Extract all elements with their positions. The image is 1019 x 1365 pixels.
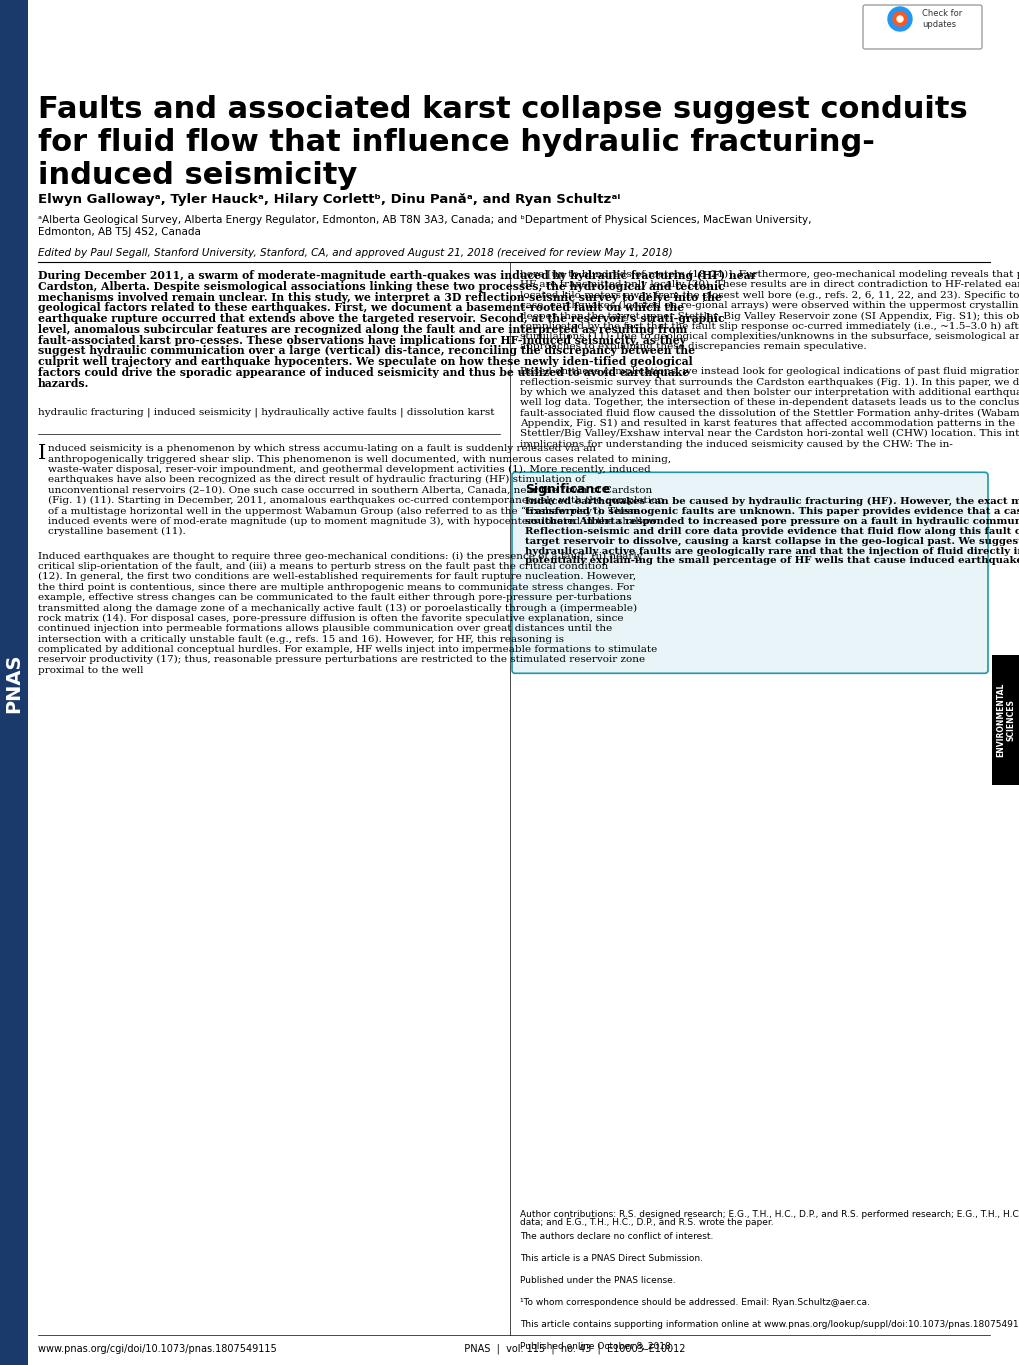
FancyBboxPatch shape	[862, 5, 981, 49]
Text: hydraulic fracturing | induced seismicity | hydraulically active faults | dissol: hydraulic fracturing | induced seismicit…	[38, 407, 494, 416]
Text: induced seismicity: induced seismicity	[38, 161, 357, 190]
Text: nduced seismicity is a phenomenon by which stress accumu-lating on a fault is su: nduced seismicity is a phenomenon by whi…	[48, 444, 595, 453]
Text: Stettler/Big Valley/Exshaw interval near the Cardston hori-zontal well (CHW) loc: Stettler/Big Valley/Exshaw interval near…	[520, 429, 1019, 438]
Text: stimulations (11). Due to geological complexities/unknowns in the subsurface, se: stimulations (11). Due to geological com…	[520, 332, 1019, 341]
Text: www.pnas.org/cgi/doi/10.1073/pnas.1807549115                                    : www.pnas.org/cgi/doi/10.1073/pnas.180754…	[38, 1343, 685, 1354]
Text: by which we analyzed this dataset and then bolster our interpretation with addit: by which we analyzed this dataset and th…	[520, 388, 1019, 397]
Text: for fluid flow that influence hydraulic fracturing-: for fluid flow that influence hydraulic …	[38, 128, 874, 157]
Text: proximal to the well: proximal to the well	[38, 666, 144, 674]
Text: mechanisms involved remain unclear. In this study, we interpret a 3D reflection-: mechanisms involved remain unclear. In t…	[38, 292, 721, 303]
Text: transferred to seismogenic faults are unknown. This paper provides evidence that: transferred to seismogenic faults are un…	[525, 508, 1019, 516]
Text: fault-associated karst pro-cesses. These observations have implications for HF-i: fault-associated karst pro-cesses. These…	[38, 334, 686, 345]
Circle shape	[888, 7, 911, 31]
Text: suggest hydraulic communication over a large (vertical) dis-tance, reconciling t: suggest hydraulic communication over a l…	[38, 345, 694, 356]
Text: This article is a PNAS Direct Submission.: This article is a PNAS Direct Submission…	[520, 1254, 702, 1263]
Text: culprit well trajectory and earthquake hypocenters. We speculate on how these ne: culprit well trajectory and earthquake h…	[38, 356, 692, 367]
Text: induced events were of mod-erate magnitude (up to moment magnitude 3), with hypo: induced events were of mod-erate magnitu…	[48, 516, 656, 526]
Text: well log data. Together, the intersection of these in-dependent datasets leads u: well log data. Together, the intersectio…	[520, 399, 1019, 407]
Text: hydraulically active faults are geologically rare and that the injection of flui: hydraulically active faults are geologic…	[525, 546, 1019, 556]
Text: deeper than the target upper Stettler–Big Valley Reservoir zone (SI Appendix, Fi: deeper than the target upper Stettler–Bi…	[520, 311, 1019, 321]
Text: rock matrix (14). For disposal cases, pore-pressure diffusion is often the favor: rock matrix (14). For disposal cases, po…	[38, 614, 623, 622]
Text: approaches to explaining these discrepancies remain speculative.: approaches to explaining these discrepan…	[520, 343, 866, 351]
Text: the third point is contentious, since there are multiple anthropogenic means to : the third point is contentious, since th…	[38, 583, 634, 591]
Text: Author contributions: R.S. designed research; E.G., T.H., H.C., D.P., and R.S. p: Author contributions: R.S. designed rese…	[520, 1209, 1019, 1219]
Text: ¹To whom correspondence should be addressed. Email: Ryan.Schultz@aer.ca.: ¹To whom correspondence should be addres…	[520, 1298, 869, 1308]
Text: earthquake rupture occurred that extends above the targeted reservoir. Second, a: earthquake rupture occurred that extends…	[38, 313, 723, 324]
Text: Induced earthquakes are thought to require three geo-mechanical conditions: (i) : Induced earthquakes are thought to requi…	[38, 551, 642, 561]
Text: Appendix, Fig. S1) and resulted in karst features that affected accommodation pa: Appendix, Fig. S1) and resulted in karst…	[520, 419, 1019, 429]
Text: reservoir productivity (17); thus, reasonable pressure perturbations are restric: reservoir productivity (17); thus, reaso…	[38, 655, 644, 665]
Text: Edmonton, AB T5J 4S2, Canada: Edmonton, AB T5J 4S2, Canada	[38, 227, 201, 238]
Text: unconventional reservoirs (2–10). One such case occurred in southern Alberta, Ca: unconventional reservoirs (2–10). One su…	[48, 486, 651, 494]
Text: Significance: Significance	[525, 483, 609, 497]
Text: Check for
updates: Check for updates	[921, 10, 961, 29]
Text: level, anomalous subcircular features are recognized along the fault and are int: level, anomalous subcircular features ar…	[38, 324, 687, 334]
Text: Reflection-seismic and drill core data provide evidence that fluid flow along th: Reflection-seismic and drill core data p…	[525, 527, 1019, 536]
Text: PNAS: PNAS	[4, 654, 23, 713]
Text: Based on these complications, we instead look for geological indications of past: Based on these complications, we instead…	[520, 367, 1019, 377]
Text: complicated by the fact that the fault slip response oc-curred immediately (i.e.: complicated by the fact that the fault s…	[520, 322, 1019, 330]
Text: ENVIRONMENTAL
SCIENCES: ENVIRONMENTAL SCIENCES	[996, 682, 1015, 758]
Text: fault-associated fluid flow caused the dissolution of the Stettler Formation anh: fault-associated fluid flow caused the d…	[520, 408, 1019, 418]
FancyBboxPatch shape	[512, 472, 987, 673]
Text: Elwyn Gallowayᵃ, Tyler Hauckᵃ, Hilary Corlettᵇ, Dinu Panăᵃ, and Ryan Schultzᵃⁱ: Elwyn Gallowayᵃ, Tyler Hauckᵃ, Hilary Co…	[38, 192, 620, 206]
Circle shape	[892, 12, 906, 26]
Text: Edited by Paul Segall, Stanford University, Stanford, CA, and approved August 21: Edited by Paul Segall, Stanford Universi…	[38, 248, 672, 258]
Text: Published online October 8, 2018.: Published online October 8, 2018.	[520, 1342, 673, 1351]
Text: factors could drive the sporadic appearance of induced seismicity and thus be ut: factors could drive the sporadic appeara…	[38, 367, 689, 378]
Text: example, effective stress changes can be communicated to the fault either throug: example, effective stress changes can be…	[38, 592, 631, 602]
Text: waste-water disposal, reser-voir impoundment, and geothermal development activit: waste-water disposal, reser-voir impound…	[48, 465, 650, 474]
Text: Induced earthquakes can be caused by hydraulic fracturing (HF). However, the exa: Induced earthquakes can be caused by hyd…	[525, 497, 1019, 506]
Text: earthquakes have also been recognized as the direct result of hydraulic fracturi: earthquakes have also been recognized as…	[48, 475, 585, 485]
Text: Published under the PNAS license.: Published under the PNAS license.	[520, 1276, 675, 1284]
Text: I: I	[38, 444, 46, 463]
Text: (12). In general, the first two conditions are well-established requirements for: (12). In general, the first two conditio…	[38, 572, 636, 581]
Text: HF are transmitted only locally (20). These results are in direct contradiction : HF are transmitted only locally (20). Th…	[520, 280, 1019, 289]
Text: During December 2011, a swarm of moderate-magnitude earth-quakes was induced by : During December 2011, a swarm of moderat…	[38, 270, 756, 281]
Text: This article contains supporting information online at www.pnas.org/lookup/suppl: This article contains supporting informa…	[520, 1320, 1019, 1330]
Text: potentially explain-ing the small percentage of HF wells that cause induced eart: potentially explain-ing the small percen…	[525, 557, 1019, 565]
Text: ᵃAlberta Geological Survey, Alberta Energy Regulator, Edmonton, AB T8N 3A3, Cana: ᵃAlberta Geological Survey, Alberta Ener…	[38, 216, 811, 225]
Text: intersection with a critically unstable fault (e.g., refs. 15 and 16). However, : intersection with a critically unstable …	[38, 635, 564, 643]
Text: located kilo-meters away from the closest well bore (e.g., refs. 2, 6, 11, 22, a: located kilo-meters away from the closes…	[520, 291, 1019, 300]
Text: hazards.: hazards.	[38, 378, 90, 389]
Text: Cardston, Alberta. Despite seismological associations linking these two processe: Cardston, Alberta. Despite seismological…	[38, 281, 725, 292]
Text: data; and E.G., T.H., H.C., D.P., and R.S. wrote the paper.: data; and E.G., T.H., H.C., D.P., and R.…	[520, 1219, 772, 1227]
Text: The authors declare no conflict of interest.: The authors declare no conflict of inter…	[520, 1233, 712, 1241]
Text: crystalline basement (11).: crystalline basement (11).	[48, 527, 185, 536]
Text: geological factors related to these earthquakes. First, we document a basement-r: geological factors related to these eart…	[38, 302, 684, 314]
Text: bore [up to hundreds of meters (18–21)]. Furthermore, geo-mechanical modeling re: bore [up to hundreds of meters (18–21)].…	[520, 270, 1019, 278]
Text: anthropogenically triggered shear slip. This phenomenon is well documented, with: anthropogenically triggered shear slip. …	[48, 455, 671, 464]
Text: target reservoir to dissolve, causing a karst collapse in the geo-logical past. : target reservoir to dissolve, causing a …	[525, 536, 1019, 546]
Text: critical slip-orientation of the fault, and (iii) a means to perturb stress on t: critical slip-orientation of the fault, …	[38, 562, 607, 571]
Text: of a multistage horizontal well in the uppermost Wabamun Group (also referred to: of a multistage horizontal well in the u…	[48, 506, 639, 516]
Text: implications for understanding the induced seismicity caused by the CHW: The in-: implications for understanding the induc…	[520, 440, 952, 449]
Circle shape	[896, 16, 902, 22]
Text: (Fig. 1) (11). Starting in December, 2011, anomalous earthquakes oc-curred conte: (Fig. 1) (11). Starting in December, 201…	[48, 495, 663, 505]
Text: case, earthquakes (located on re-gional arrays) were observed within the uppermo: case, earthquakes (located on re-gional …	[520, 302, 1019, 310]
Text: transmitted along the damage zone of a mechanically active fault (13) or poroela: transmitted along the damage zone of a m…	[38, 603, 637, 613]
Text: complicated by additional conceptual hurdles. For example, HF wells inject into : complicated by additional conceptual hur…	[38, 644, 656, 654]
Text: continued injection into permeable formations allows plausible communication ove: continued injection into permeable forma…	[38, 624, 611, 633]
Text: reflection-seismic survey that surrounds the Cardston earthquakes (Fig. 1). In t: reflection-seismic survey that surrounds…	[520, 378, 1019, 386]
Text: Faults and associated karst collapse suggest conduits: Faults and associated karst collapse sug…	[38, 96, 967, 124]
Bar	[0, 0, 28, 1365]
Text: southern Alberta responded to increased pore pressure on a fault in hydraulic co: southern Alberta responded to increased …	[525, 517, 1019, 526]
Bar	[991, 655, 1019, 785]
